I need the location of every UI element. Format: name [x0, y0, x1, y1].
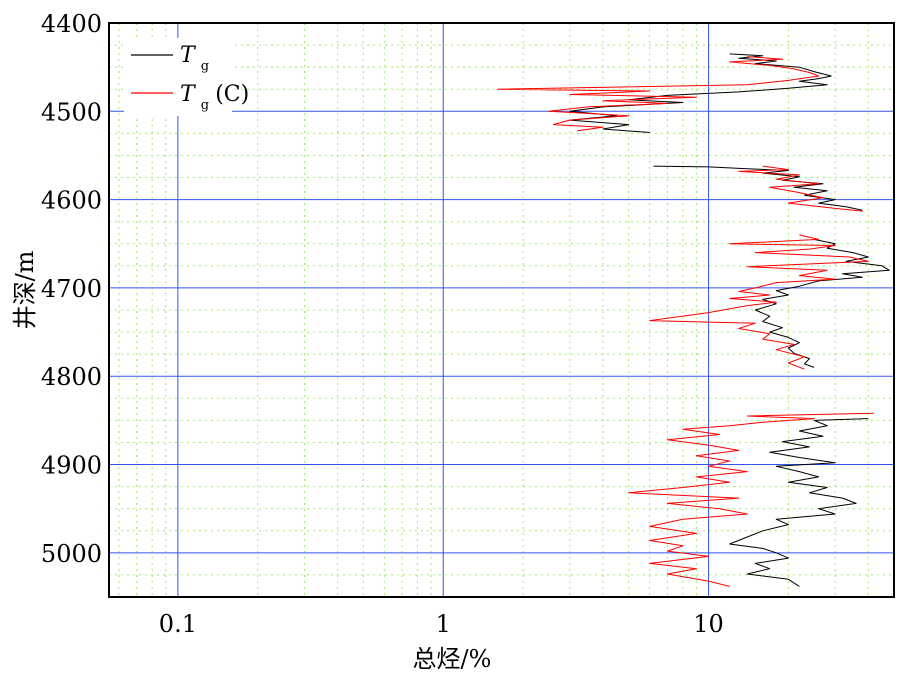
y-axis-title: 井深/m [11, 250, 39, 329]
series-line-tg [569, 53, 890, 587]
x-tick-label: 1 [436, 610, 451, 638]
x-tick-labels: 0.1 1 10 [159, 610, 724, 638]
plot-frame [108, 22, 895, 598]
legend: T g T g (C) [124, 38, 249, 116]
legend-label-tg: T g [180, 43, 209, 74]
x-tick-label: 10 [693, 610, 724, 638]
y-tick-labels: 4400 4500 4600 4700 4800 4900 5000 [41, 10, 102, 568]
major-grid [109, 23, 894, 597]
series-layer [496, 53, 890, 587]
y-tick-label: 4700 [41, 275, 102, 303]
y-tick-label: 4500 [41, 98, 102, 126]
y-tick-label: 4800 [41, 363, 102, 391]
series-line-tgc [496, 56, 874, 587]
legend-label-tgc: T g (C) [180, 82, 249, 113]
legend-background [124, 38, 232, 116]
minor-grid [109, 23, 894, 597]
y-tick-label: 4900 [41, 452, 102, 480]
y-tick-label: 5000 [41, 540, 102, 568]
y-tick-label: 4600 [41, 187, 102, 215]
y-tick-label: 4400 [41, 10, 102, 38]
x-tick-label: 0.1 [159, 610, 197, 638]
x-axis-title: 总烃/% [413, 645, 492, 673]
